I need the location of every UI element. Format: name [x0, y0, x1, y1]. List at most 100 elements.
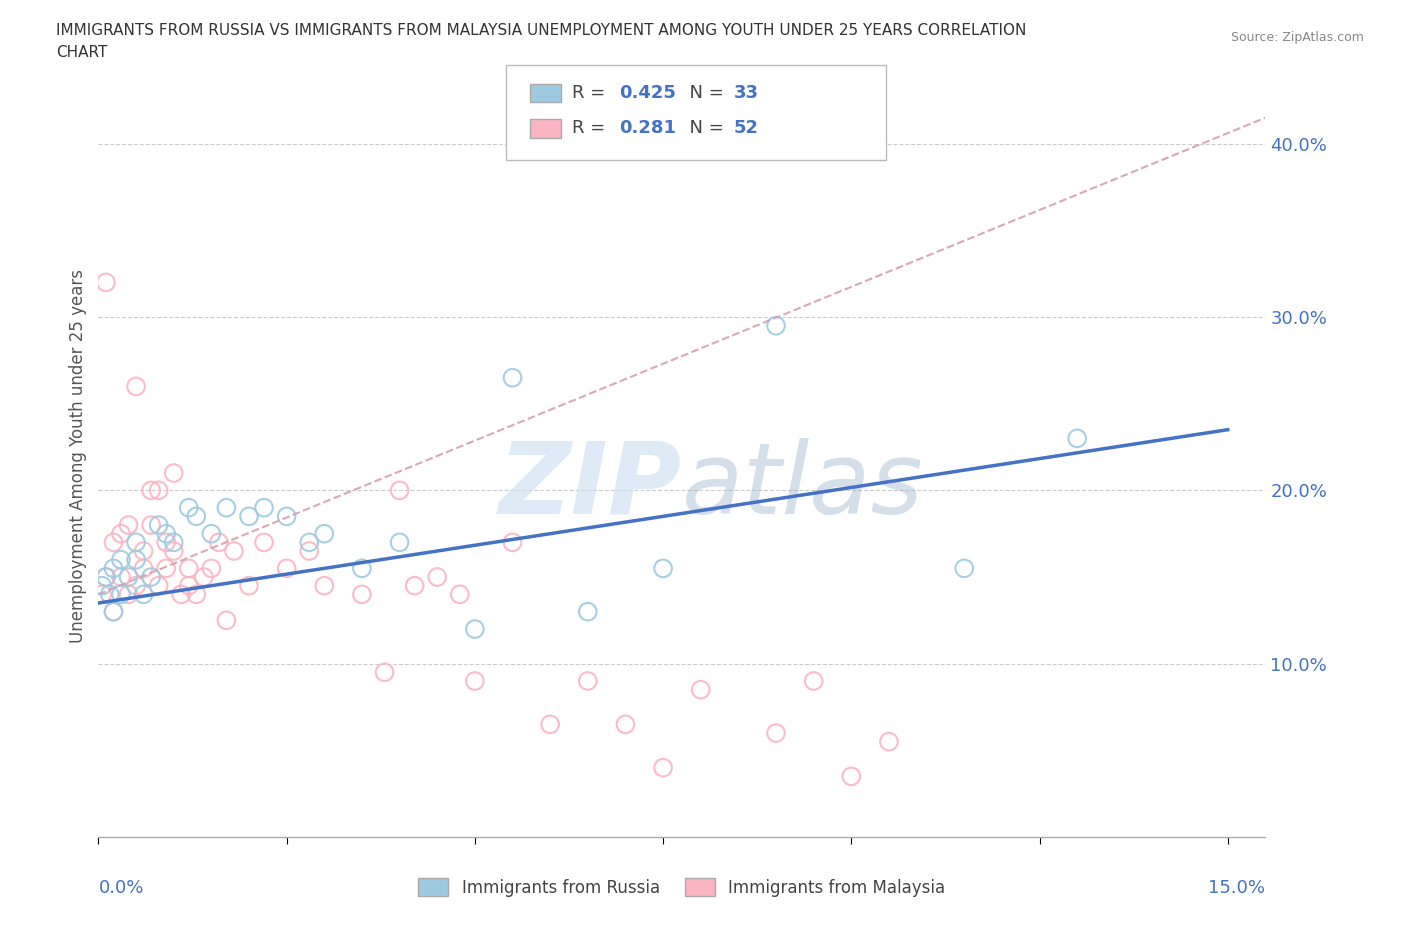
- Point: [388, 535, 411, 550]
- Point: [298, 535, 321, 550]
- Point: [103, 604, 125, 619]
- Point: [139, 518, 162, 533]
- Text: R =: R =: [572, 84, 612, 102]
- Point: [502, 370, 524, 385]
- Point: [117, 518, 139, 533]
- Point: [765, 318, 787, 333]
- Point: [538, 717, 561, 732]
- Point: [148, 518, 170, 533]
- Text: ZIP: ZIP: [499, 438, 682, 535]
- Point: [163, 543, 186, 558]
- Point: [502, 535, 524, 550]
- Point: [404, 578, 426, 593]
- Point: [148, 483, 170, 498]
- Text: 0.0%: 0.0%: [98, 879, 143, 897]
- Point: [276, 561, 298, 576]
- Point: [373, 665, 395, 680]
- Point: [449, 587, 471, 602]
- Text: CHART: CHART: [56, 45, 108, 60]
- Point: [953, 561, 976, 576]
- Point: [110, 526, 132, 541]
- Point: [253, 535, 276, 550]
- Point: [350, 561, 373, 576]
- Point: [464, 621, 486, 636]
- Point: [215, 613, 238, 628]
- Point: [117, 569, 139, 584]
- Point: [94, 569, 117, 584]
- Text: 0.281: 0.281: [619, 119, 676, 138]
- Point: [238, 509, 260, 524]
- Point: [177, 578, 200, 593]
- Text: N =: N =: [678, 119, 730, 138]
- Text: 15.0%: 15.0%: [1208, 879, 1265, 897]
- Point: [652, 561, 675, 576]
- Point: [117, 587, 139, 602]
- Point: [110, 552, 132, 567]
- Point: [139, 569, 162, 584]
- Point: [103, 604, 125, 619]
- Point: [155, 535, 177, 550]
- Point: [200, 526, 222, 541]
- Point: [652, 760, 675, 775]
- Text: 52: 52: [734, 119, 759, 138]
- Text: N =: N =: [678, 84, 730, 102]
- Point: [163, 466, 186, 481]
- Point: [103, 561, 125, 576]
- Point: [148, 578, 170, 593]
- Point: [208, 535, 231, 550]
- Point: [253, 500, 276, 515]
- Text: 0.425: 0.425: [619, 84, 675, 102]
- Text: atlas: atlas: [682, 438, 924, 535]
- Point: [298, 543, 321, 558]
- Point: [177, 500, 200, 515]
- Point: [614, 717, 637, 732]
- Point: [139, 483, 162, 498]
- Y-axis label: Unemployment Among Youth under 25 years: Unemployment Among Youth under 25 years: [69, 269, 87, 643]
- Point: [576, 673, 599, 688]
- Point: [877, 735, 900, 750]
- Point: [215, 500, 238, 515]
- Point: [689, 683, 711, 698]
- Point: [314, 526, 336, 541]
- Point: [193, 569, 215, 584]
- Point: [576, 604, 599, 619]
- Point: [125, 578, 148, 593]
- Point: [110, 587, 132, 602]
- Point: [155, 561, 177, 576]
- Point: [350, 587, 373, 602]
- Point: [132, 587, 155, 602]
- Point: [125, 552, 148, 567]
- Point: [125, 379, 148, 393]
- Legend: Immigrants from Russia, Immigrants from Malaysia: Immigrants from Russia, Immigrants from …: [411, 870, 953, 905]
- Point: [132, 561, 155, 576]
- Point: [177, 561, 200, 576]
- Point: [238, 578, 260, 593]
- Point: [276, 509, 298, 524]
- Point: [163, 535, 186, 550]
- Point: [155, 526, 177, 541]
- Point: [314, 578, 336, 593]
- Point: [186, 509, 208, 524]
- Point: [803, 673, 825, 688]
- Point: [186, 587, 208, 602]
- Text: R =: R =: [572, 119, 612, 138]
- Point: [426, 569, 449, 584]
- Point: [91, 578, 114, 593]
- Text: 33: 33: [734, 84, 759, 102]
- Point: [1066, 431, 1088, 445]
- Point: [94, 569, 117, 584]
- Point: [839, 769, 862, 784]
- Text: Source: ZipAtlas.com: Source: ZipAtlas.com: [1230, 31, 1364, 44]
- Point: [103, 535, 125, 550]
- Point: [132, 543, 155, 558]
- Point: [170, 587, 193, 602]
- Text: IMMIGRANTS FROM RUSSIA VS IMMIGRANTS FROM MALAYSIA UNEMPLOYMENT AMONG YOUTH UNDE: IMMIGRANTS FROM RUSSIA VS IMMIGRANTS FRO…: [56, 23, 1026, 38]
- Point: [765, 725, 787, 740]
- Point: [200, 561, 222, 576]
- Point: [388, 483, 411, 498]
- Point: [110, 569, 132, 584]
- Point: [464, 673, 486, 688]
- Point: [91, 587, 114, 602]
- Point: [98, 587, 121, 602]
- Point: [125, 535, 148, 550]
